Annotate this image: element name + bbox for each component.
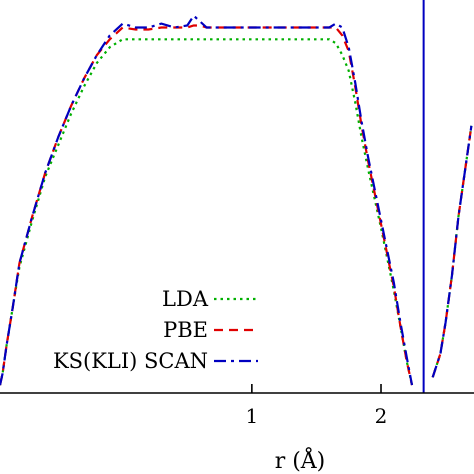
legend-label-3: KS(KLI) SCAN [53, 349, 208, 373]
x-tick-label: 2 [375, 404, 388, 428]
legend: LDA PBE KS(KLI) SCAN [53, 287, 258, 373]
x-axis-label: r (Å) [275, 446, 326, 474]
legend-label-1: LDA [162, 287, 209, 311]
series-line-3 [0, 14, 473, 386]
legend-label-2: PBE [163, 318, 208, 342]
series-layer [0, 14, 473, 386]
x-tick-label: 1 [245, 404, 258, 428]
